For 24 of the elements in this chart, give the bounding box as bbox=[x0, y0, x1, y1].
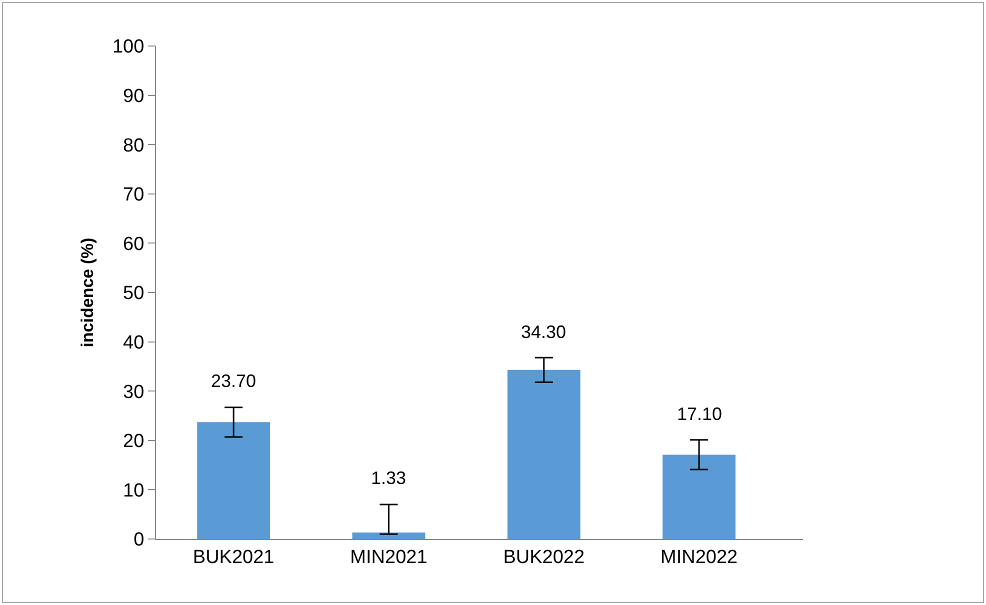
y-tick-label: 90 bbox=[123, 86, 144, 107]
y-axis-title: incidence (%) bbox=[78, 238, 98, 348]
y-tick-label: 100 bbox=[112, 36, 144, 58]
y-tick-label: 0 bbox=[134, 530, 144, 551]
y-tick-label: 80 bbox=[123, 135, 144, 156]
bar bbox=[197, 422, 270, 539]
y-tick-label: 50 bbox=[123, 283, 144, 304]
x-tick-label: MIN2022 bbox=[660, 546, 738, 568]
x-tick-label: MIN2021 bbox=[350, 546, 428, 568]
y-tick-label: 70 bbox=[123, 184, 144, 206]
data-label: 23.70 bbox=[211, 371, 256, 391]
data-label: 1.33 bbox=[371, 468, 406, 488]
bar bbox=[352, 532, 426, 539]
data-label: 34.30 bbox=[521, 322, 566, 342]
x-tick-label: BUK2021 bbox=[192, 546, 274, 568]
y-tick-label: 30 bbox=[123, 382, 144, 403]
bar bbox=[507, 370, 580, 539]
y-tick-label: 40 bbox=[123, 332, 144, 354]
y-tick-label: 10 bbox=[123, 480, 144, 502]
y-tick-label: 60 bbox=[123, 234, 144, 255]
bar bbox=[662, 454, 736, 539]
x-tick-label: BUK2022 bbox=[503, 546, 585, 568]
y-tick-label: 20 bbox=[123, 431, 144, 452]
data-label: 17.10 bbox=[677, 404, 722, 424]
